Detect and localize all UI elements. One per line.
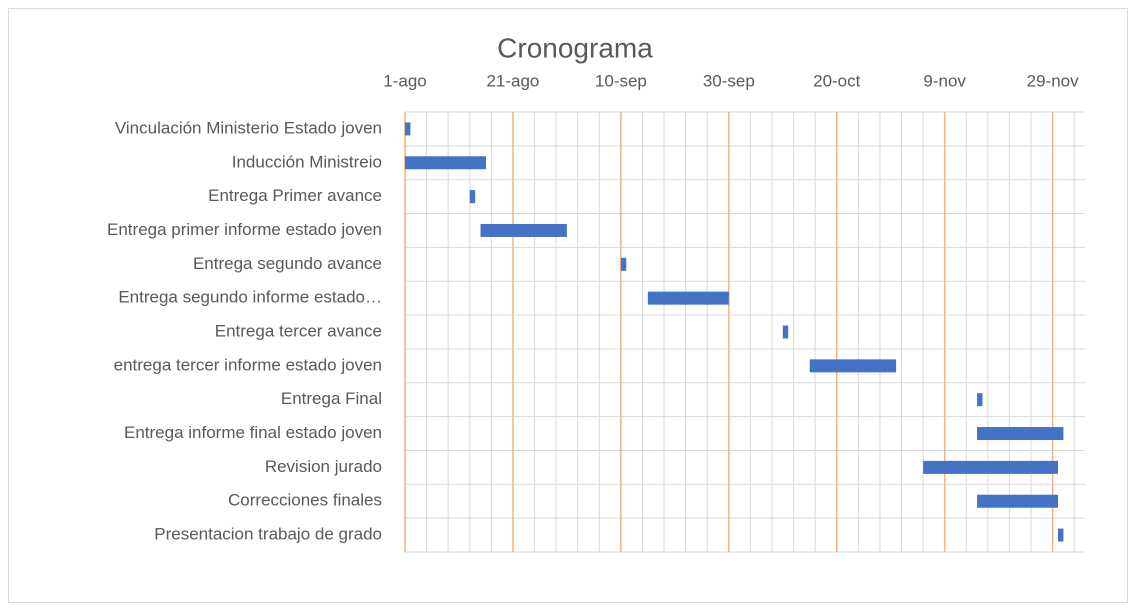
bar [405,156,486,170]
task-label: Vinculación Ministerio Estado joven [115,118,382,137]
x-tick-label: 10-sep [595,71,647,90]
task-label: Entrega segundo avance [193,254,382,273]
task-label: Revision jurado [265,457,382,476]
bar [620,257,627,271]
x-tick-label: 30-sep [703,71,755,90]
task-label: entrega tercer informe estado joven [114,355,382,374]
bar [782,325,789,339]
chart-area [8,8,1128,603]
bar [1058,528,1064,542]
task-label: Entrega Primer avance [208,186,382,205]
chart-title: Cronograma [497,32,653,63]
bar [647,291,729,305]
task-label: Entrega Final [281,389,382,408]
bar [480,223,567,237]
x-tick-label: 20-oct [813,71,861,90]
bar [809,359,897,373]
task-label: Presentacion trabajo de grado [154,525,382,544]
x-tick-label: 29-nov [1027,71,1079,90]
task-label: Entrega primer informe estado joven [107,220,382,239]
bar [469,190,476,204]
bar [977,494,1059,508]
bar [977,393,983,407]
task-label: Correcciones finales [228,491,382,510]
x-tick-label: 9-nov [923,71,966,90]
task-label: Inducción Ministreio [232,152,382,171]
task-label: Entrega tercer avance [215,321,382,340]
bar [977,427,1064,441]
task-label: Entrega informe final estado joven [124,423,382,442]
x-tick-label: 1-ago [383,71,426,90]
bar [405,122,411,136]
bar [923,460,1059,474]
task-label: Entrega segundo informe estado… [118,288,382,307]
x-tick-label: 21-ago [486,71,539,90]
